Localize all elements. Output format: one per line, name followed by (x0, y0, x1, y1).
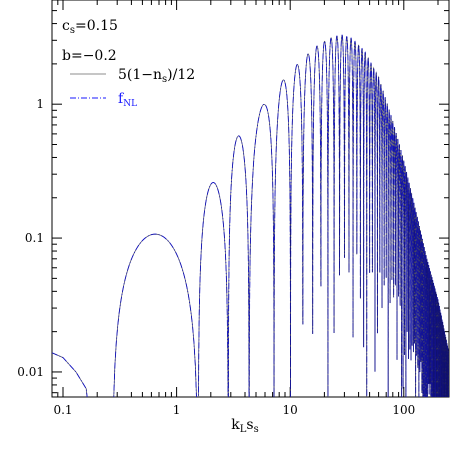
y-tick-label: 1 (36, 97, 44, 111)
x-tick-label: 100 (392, 403, 415, 417)
y-tick-label: 0.01 (17, 365, 44, 379)
b-annotation: b=−0.2 (62, 48, 117, 64)
x-tick-label: 0.1 (53, 403, 72, 417)
plot-frame (51, 0, 450, 398)
y-tick-labels: 0.01 0.1 1 (17, 97, 44, 379)
series-line-overlay (52, 34, 449, 397)
x-axis-title: kLss (231, 417, 258, 435)
x-tick-label: 1 (173, 403, 181, 417)
legend-label-ns: 5(1−ns)/12 (118, 67, 195, 85)
legend: cs=0.15 b=−0.2 5(1−ns)/12 fNL (62, 18, 195, 109)
plot-area (52, 34, 449, 397)
cs-annotation: cs=0.15 (62, 18, 118, 36)
x-tick-label: 10 (283, 403, 298, 417)
axis-ticks (51, 0, 449, 397)
y-tick-label: 0.1 (25, 231, 44, 245)
x-tick-labels: 0.1 1 10 100 (53, 403, 415, 417)
legend-label-fnl: fNL (118, 91, 137, 109)
